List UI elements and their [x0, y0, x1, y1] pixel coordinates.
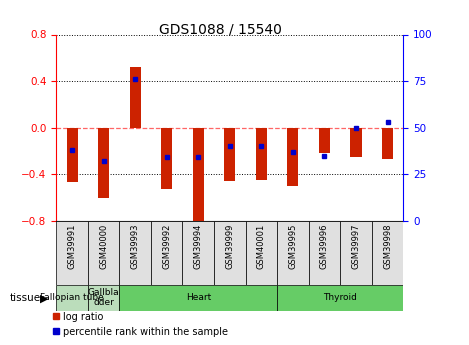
Text: Gallbla
dder: Gallbla dder	[88, 288, 120, 307]
Text: GSM40001: GSM40001	[257, 224, 266, 269]
Bar	[129, 67, 141, 128]
Bar	[382, 128, 393, 159]
Text: GSM39997: GSM39997	[351, 224, 361, 269]
Bar	[88, 285, 120, 310]
Bar	[246, 221, 277, 285]
Bar	[120, 285, 277, 310]
Bar	[151, 221, 182, 285]
Bar	[56, 285, 88, 310]
Bar	[277, 285, 403, 310]
Text: Fallopian tube: Fallopian tube	[40, 293, 104, 302]
Bar	[161, 128, 172, 189]
Bar	[287, 128, 298, 186]
Text: Thyroid: Thyroid	[323, 293, 357, 302]
Bar	[67, 128, 77, 183]
Text: GDS1088 / 15540: GDS1088 / 15540	[159, 22, 282, 37]
Bar	[214, 221, 246, 285]
Bar	[350, 128, 362, 157]
Text: GSM39999: GSM39999	[225, 224, 234, 269]
Text: GSM39993: GSM39993	[131, 224, 140, 269]
Text: Heart: Heart	[186, 293, 211, 302]
Bar	[120, 221, 151, 285]
Text: GSM39998: GSM39998	[383, 224, 392, 269]
Bar	[372, 221, 403, 285]
Text: GSM39995: GSM39995	[288, 224, 297, 269]
Text: GSM39996: GSM39996	[320, 224, 329, 269]
Bar	[340, 221, 372, 285]
Bar	[193, 128, 204, 224]
Text: tissue: tissue	[9, 294, 40, 303]
Bar	[309, 221, 340, 285]
Text: ▶: ▶	[40, 294, 48, 303]
Bar	[88, 221, 120, 285]
Bar	[224, 128, 235, 181]
Bar	[277, 221, 309, 285]
Bar	[56, 221, 88, 285]
Text: GSM39991: GSM39991	[68, 224, 76, 269]
Legend: log ratio, percentile rank within the sample: log ratio, percentile rank within the sa…	[52, 312, 228, 337]
Bar	[256, 128, 267, 180]
Bar	[182, 221, 214, 285]
Text: GSM39994: GSM39994	[194, 224, 203, 269]
Text: GSM39992: GSM39992	[162, 224, 171, 269]
Bar	[319, 128, 330, 153]
Bar	[98, 128, 109, 197]
Text: GSM40000: GSM40000	[99, 224, 108, 269]
